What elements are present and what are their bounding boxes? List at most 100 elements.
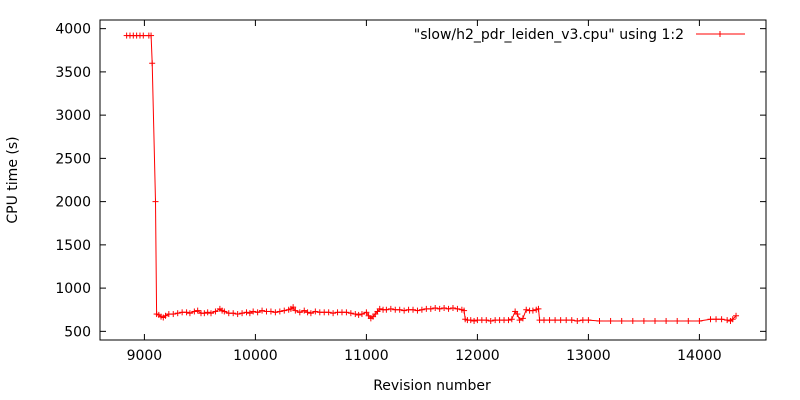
y-axis-label: CPU time (s) <box>5 136 21 223</box>
x-tick-label: 12000 <box>455 348 500 364</box>
data-point <box>652 317 658 324</box>
data-point <box>259 307 266 314</box>
data-point <box>516 317 523 324</box>
data-point <box>713 316 720 323</box>
data-point <box>376 305 383 312</box>
data-point <box>401 307 408 314</box>
data-point <box>234 311 241 318</box>
data-point <box>292 307 299 314</box>
data-point <box>307 310 314 317</box>
data-point <box>281 307 288 314</box>
data-point <box>414 307 421 314</box>
y-tick-label: 1500 <box>55 238 91 254</box>
x-tick-label: 14000 <box>677 348 722 364</box>
data-point <box>418 306 425 313</box>
legend: "slow/h2_pdr_leiden_v3.cpu" using 1:2 <box>414 27 745 43</box>
data-point <box>483 317 490 324</box>
data-point <box>330 310 337 317</box>
data-point <box>301 307 308 314</box>
x-tick-label: 13000 <box>566 348 611 364</box>
data-point <box>290 304 297 311</box>
data-point <box>436 305 443 312</box>
data-point <box>183 309 190 316</box>
x-tick-label: 11000 <box>344 348 389 364</box>
data-point <box>487 317 494 324</box>
data-point <box>208 310 214 317</box>
data-point <box>596 317 603 324</box>
legend-label: "slow/h2_pdr_leiden_v3.cpu" using 1:2 <box>414 27 684 43</box>
data-point <box>186 310 193 317</box>
data-point <box>352 311 359 318</box>
data-point <box>254 309 261 316</box>
series-layer <box>123 32 740 324</box>
data-point <box>718 316 725 323</box>
axis-ticks: 9000 10000 11000 12000 13000 14000 500 1000 1500… <box>55 20 766 364</box>
series-line <box>126 35 737 322</box>
data-point <box>541 317 547 324</box>
data-point <box>239 310 246 317</box>
data-point <box>272 309 279 316</box>
data-point <box>148 32 155 39</box>
data-point <box>552 317 559 324</box>
data-point <box>724 317 731 324</box>
legend-marker <box>717 31 723 37</box>
data-point <box>629 317 636 324</box>
data-point <box>296 309 303 316</box>
data-point <box>579 317 586 324</box>
y-tick-label: 1000 <box>55 281 91 297</box>
data-point <box>733 312 740 319</box>
y-tick-label: 2500 <box>55 151 91 167</box>
data-point <box>355 311 362 318</box>
plot-frame <box>99 19 767 341</box>
data-point <box>174 310 181 317</box>
data-point <box>312 308 319 315</box>
data-point <box>607 317 614 324</box>
x-axis-label: Revision number <box>373 378 491 394</box>
data-point <box>140 32 147 39</box>
data-point <box>546 317 553 324</box>
data-point <box>358 311 365 318</box>
data-point <box>557 317 564 324</box>
data-point <box>432 305 439 311</box>
data-point <box>221 308 228 315</box>
data-point <box>149 60 156 67</box>
data-point <box>696 317 703 324</box>
data-point <box>585 317 592 324</box>
data-point <box>729 316 736 323</box>
data-point <box>707 316 714 323</box>
data-point <box>212 308 219 315</box>
data-point <box>523 306 530 313</box>
data-point <box>618 317 625 324</box>
data-point <box>685 317 692 324</box>
data-point <box>246 310 253 317</box>
data-point <box>441 305 448 311</box>
y-tick-label: 3000 <box>55 108 91 124</box>
data-point <box>471 317 478 324</box>
data-point <box>445 305 452 312</box>
data-point <box>325 309 332 316</box>
data-point <box>535 305 542 312</box>
data-point <box>410 306 417 313</box>
data-point <box>343 309 350 316</box>
data-point <box>449 305 456 311</box>
data-point <box>396 306 403 313</box>
data-point <box>194 307 201 314</box>
y-tick-label: 3500 <box>55 65 91 81</box>
series-markers <box>123 32 740 324</box>
data-point <box>563 317 570 324</box>
data-point <box>387 305 394 312</box>
data-point <box>568 317 575 324</box>
data-point <box>674 317 681 324</box>
data-point <box>304 309 311 316</box>
data-point <box>514 311 521 318</box>
data-point <box>162 312 169 319</box>
data-point <box>467 317 474 324</box>
data-point <box>250 308 257 315</box>
y-tick-label: 4000 <box>55 22 91 38</box>
data-point <box>243 309 250 316</box>
data-point <box>383 306 390 313</box>
data-point <box>276 308 283 315</box>
data-point <box>230 310 237 317</box>
x-tick-label: 10000 <box>233 348 278 364</box>
